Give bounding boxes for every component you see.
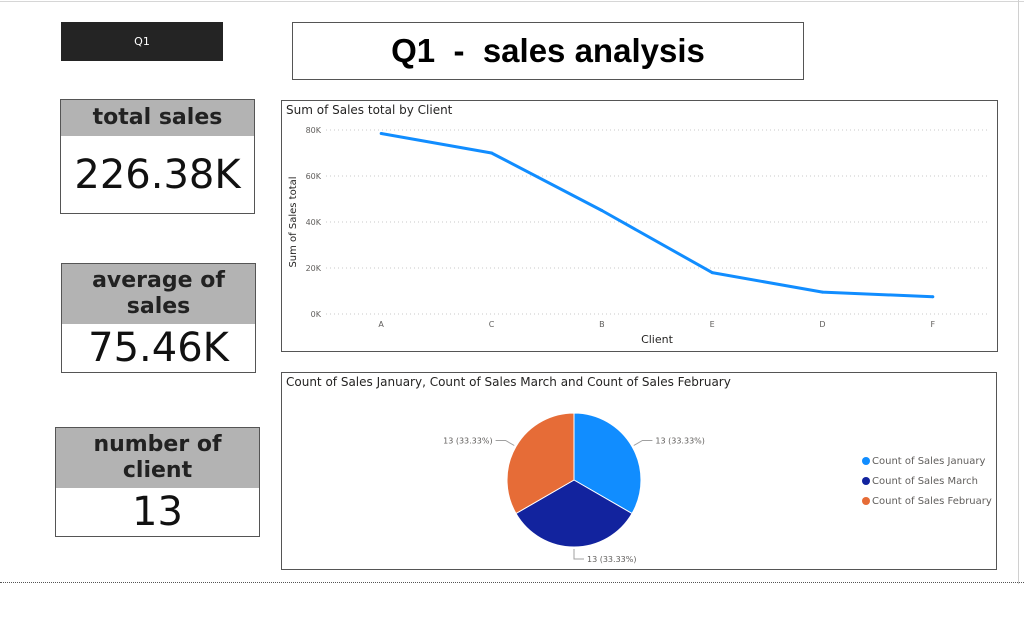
x-tick-label: F (931, 320, 936, 329)
card-value: 75.46K (88, 325, 229, 371)
card-label: number of client (56, 428, 259, 488)
card-label: total sales (61, 100, 254, 136)
data-point (600, 209, 604, 212)
client-count-card: number of client 13 (55, 427, 260, 537)
legend-marker (862, 457, 870, 465)
data-point (710, 271, 714, 275)
right-border (1018, 0, 1019, 584)
chart-title: Count of Sales January, Count of Sales M… (286, 375, 731, 389)
data-point (379, 131, 383, 135)
data-label: 13 (33.33%) (655, 437, 704, 446)
data-label: 13 (33.33%) (587, 555, 636, 564)
page-title: Q1 - sales analysis (292, 22, 804, 80)
x-axis-title: Client (641, 333, 674, 346)
page-bottom-divider (0, 582, 1024, 583)
data-label: 13 (33.33%) (443, 437, 492, 446)
pie-chart-panel[interactable]: Count of Sales January, Count of Sales M… (281, 372, 997, 570)
y-tick-label: 40K (306, 218, 322, 227)
legend-marker (862, 477, 870, 485)
x-tick-label: C (489, 320, 495, 329)
average-sales-card: average of sales 75.46K (61, 263, 256, 373)
legend-marker (862, 497, 870, 505)
series-line (380, 131, 933, 299)
pie-slice (515, 479, 633, 548)
pie-slice (573, 412, 642, 515)
card-value: 226.38K (74, 151, 241, 198)
total-sales-card: total sales 226.38K (60, 99, 255, 214)
x-tick-label: D (819, 320, 825, 329)
legend-label: Count of Sales February (872, 496, 992, 507)
x-tick-label: A (378, 320, 384, 329)
y-tick-label: 80K (306, 126, 322, 135)
pie-chart: 13 (33.33%) 13 (33.33%) 13 (33.33%) Count o… (443, 412, 992, 564)
data-point (490, 151, 493, 155)
data-label-leader (573, 549, 584, 560)
data-point (821, 290, 824, 294)
y-tick-label: 0K (311, 310, 322, 319)
pie-slice (506, 412, 575, 515)
y-tick-label: 60K (306, 172, 322, 181)
line-chart: 0K 20K 40K 60K 80K A C B E D F Client Sum of Sales t… (288, 126, 988, 346)
legend-label: Count of Sales January (872, 456, 985, 467)
data-label-leader (633, 440, 653, 446)
data-label-leader (495, 440, 515, 446)
quarter-button[interactable]: Q1 (61, 22, 223, 61)
y-tick-label: 20K (306, 264, 322, 273)
legend-label: Count of Sales March (872, 476, 978, 487)
x-tick-label: E (710, 320, 715, 329)
top-border (0, 1, 1024, 2)
y-axis-title: Sum of Sales total (288, 176, 299, 267)
data-point (931, 295, 935, 299)
x-tick-label: B (599, 320, 605, 329)
card-value: 13 (132, 489, 183, 535)
chart-title: Sum of Sales total by Client (286, 103, 453, 117)
card-label: average of sales (62, 264, 255, 324)
line-chart-panel[interactable]: Sum of Sales total by Client 0K 20K 40K 60K… (281, 100, 998, 352)
